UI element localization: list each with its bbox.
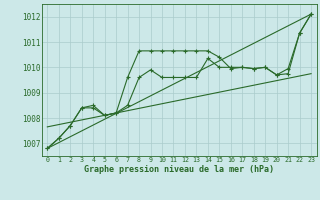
X-axis label: Graphe pression niveau de la mer (hPa): Graphe pression niveau de la mer (hPa) — [84, 165, 274, 174]
